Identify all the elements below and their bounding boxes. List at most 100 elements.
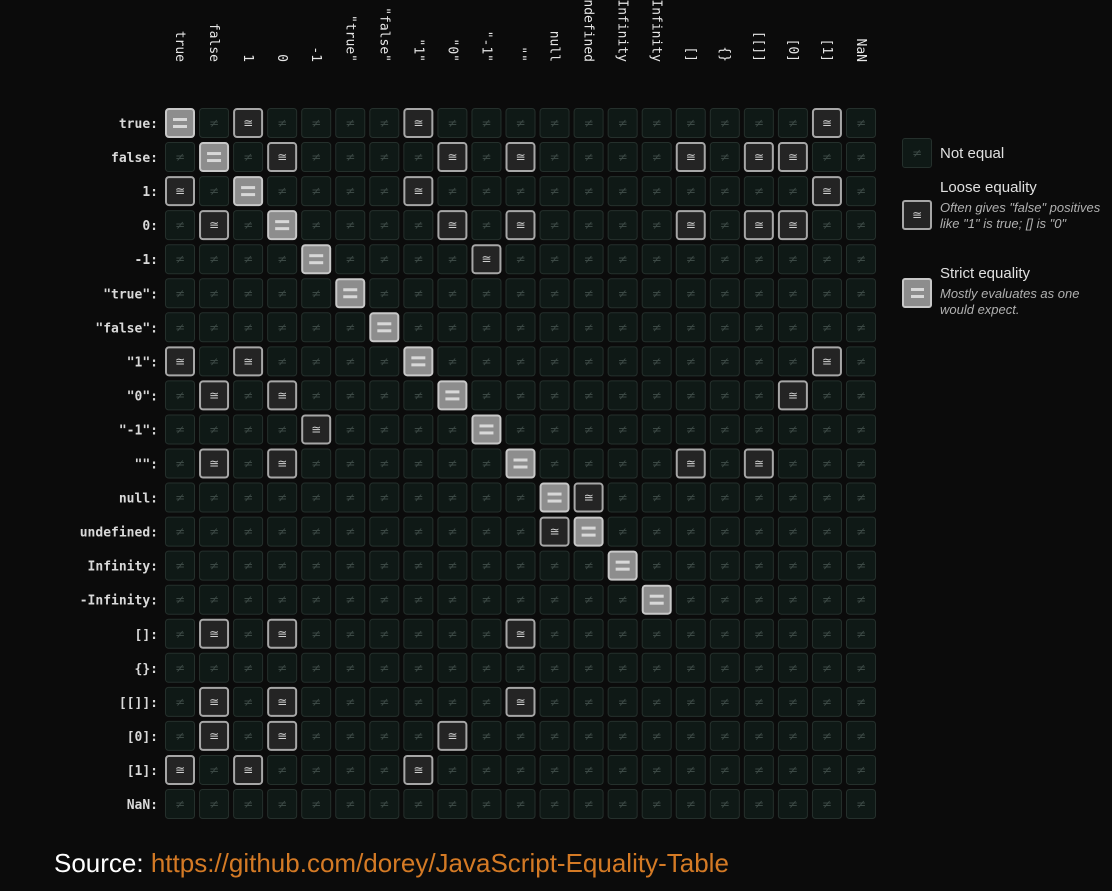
matrix-cell: ≠ bbox=[539, 550, 570, 581]
not-equal-icon: ≠ bbox=[720, 354, 730, 368]
not-equal-icon: ≠ bbox=[618, 422, 628, 436]
matrix-cell: ≠ bbox=[777, 516, 808, 547]
matrix-cell: ≠ bbox=[199, 346, 230, 377]
not-equal-icon: ≠ bbox=[481, 763, 491, 777]
matrix-cell: ≠ bbox=[573, 414, 604, 445]
not-equal-icon: ≠ bbox=[515, 354, 525, 368]
matrix-cell: ≠ bbox=[267, 176, 298, 207]
matrix-cell: ≠ bbox=[301, 278, 332, 309]
matrix-cell bbox=[403, 346, 434, 377]
matrix-cell: ≠ bbox=[743, 652, 774, 683]
matrix-cell: ≠ bbox=[709, 244, 740, 275]
not-equal-icon: ≠ bbox=[481, 559, 491, 573]
approx-equal-icon: ≅ bbox=[277, 457, 287, 471]
matrix-cell: ≠ bbox=[641, 686, 672, 717]
row-label: [0]: bbox=[127, 730, 158, 745]
not-equal-icon: ≠ bbox=[243, 593, 253, 607]
matrix-cell: ≠ bbox=[607, 346, 638, 377]
not-equal-icon: ≠ bbox=[515, 286, 525, 300]
not-equal-icon: ≠ bbox=[447, 695, 457, 709]
not-equal-icon: ≠ bbox=[754, 525, 764, 539]
matrix-cell bbox=[267, 210, 298, 241]
not-equal-icon: ≠ bbox=[550, 457, 560, 471]
matrix-cell: ≠ bbox=[165, 142, 195, 173]
matrix-cell: ≅ bbox=[403, 108, 434, 138]
matrix-cell: ≠ bbox=[267, 278, 298, 309]
equal-bars-icon bbox=[902, 278, 932, 308]
not-equal-icon: ≠ bbox=[550, 150, 560, 164]
matrix-cell: ≠ bbox=[846, 584, 876, 615]
matrix-cell: ≠ bbox=[641, 312, 672, 343]
not-equal-icon: ≠ bbox=[856, 184, 866, 198]
matrix-cell: ≠ bbox=[573, 584, 604, 615]
not-equal-icon: ≠ bbox=[550, 286, 560, 300]
not-equal-icon: ≠ bbox=[209, 593, 219, 607]
not-equal-icon: ≠ bbox=[413, 491, 423, 505]
not-equal-icon: ≠ bbox=[277, 593, 287, 607]
matrix-cell: ≠ bbox=[165, 244, 195, 275]
matrix-cell: ≠ bbox=[505, 550, 536, 581]
matrix-cell: ≠ bbox=[369, 482, 400, 513]
not-equal-icon: ≠ bbox=[175, 252, 185, 266]
not-equal-icon: ≠ bbox=[754, 695, 764, 709]
matrix-cell: ≠ bbox=[777, 448, 808, 479]
approx-equal-icon: ≅ bbox=[413, 184, 423, 198]
not-equal-icon: ≠ bbox=[413, 150, 423, 164]
matrix-cell bbox=[335, 278, 366, 309]
not-equal-icon: ≠ bbox=[175, 150, 185, 164]
matrix-cell: ≠ bbox=[777, 414, 808, 445]
matrix-cell bbox=[437, 380, 468, 411]
matrix-cell: ≠ bbox=[846, 108, 876, 138]
matrix-cell: ≅ bbox=[301, 414, 332, 445]
not-equal-icon: ≠ bbox=[652, 627, 662, 641]
matrix-cell: ≠ bbox=[437, 550, 468, 581]
not-equal-icon: ≠ bbox=[822, 797, 832, 811]
not-equal-icon: ≠ bbox=[822, 695, 832, 709]
matrix-cell: ≠ bbox=[675, 789, 706, 819]
matrix-cell: ≠ bbox=[165, 686, 195, 717]
approx-equal-icon: ≅ bbox=[243, 354, 253, 368]
matrix-cell: ≠ bbox=[743, 789, 774, 819]
not-equal-icon: ≠ bbox=[652, 559, 662, 573]
matrix-cell: ≠ bbox=[199, 789, 230, 819]
matrix-cell: ≠ bbox=[607, 108, 638, 138]
matrix-cell: ≠ bbox=[267, 789, 298, 819]
source-link[interactable]: https://github.com/dorey/JavaScript-Equa… bbox=[150, 848, 729, 878]
not-equal-icon: ≠ bbox=[618, 525, 628, 539]
not-equal-icon: ≠ bbox=[277, 763, 287, 777]
not-equal-icon: ≠ bbox=[481, 184, 491, 198]
matrix-cell: ≠ bbox=[199, 516, 230, 547]
not-equal-icon: ≠ bbox=[311, 559, 321, 573]
not-equal-icon: ≠ bbox=[243, 525, 253, 539]
not-equal-icon: ≠ bbox=[447, 184, 457, 198]
not-equal-icon: ≠ bbox=[379, 593, 389, 607]
matrix-cell bbox=[165, 108, 195, 138]
matrix-cell: ≠ bbox=[301, 108, 332, 138]
not-equal-icon: ≠ bbox=[856, 491, 866, 505]
not-equal-icon: ≠ bbox=[277, 286, 287, 300]
matrix-cell: ≅ bbox=[777, 210, 808, 241]
not-equal-icon: ≠ bbox=[550, 797, 560, 811]
not-equal-icon: ≠ bbox=[413, 797, 423, 811]
not-equal-icon: ≠ bbox=[822, 525, 832, 539]
matrix-cell bbox=[505, 448, 536, 479]
matrix-cell: ≅ bbox=[505, 142, 536, 173]
matrix-cell: ≠ bbox=[846, 720, 876, 751]
not-equal-icon: ≠ bbox=[175, 627, 185, 641]
matrix-cell: ≠ bbox=[777, 108, 808, 138]
matrix-cell: ≠ bbox=[505, 516, 536, 547]
not-equal-icon: ≠ bbox=[345, 729, 355, 743]
matrix-cell: ≠ bbox=[233, 618, 264, 649]
not-equal-icon: ≠ bbox=[720, 150, 730, 164]
not-equal-icon: ≠ bbox=[822, 661, 832, 675]
not-equal-icon: ≠ bbox=[209, 252, 219, 266]
not-equal-icon: ≠ bbox=[515, 763, 525, 777]
matrix-cell: ≠ bbox=[709, 550, 740, 581]
not-equal-icon: ≠ bbox=[175, 422, 185, 436]
matrix-cell: ≠ bbox=[403, 584, 434, 615]
not-equal-icon: ≠ bbox=[754, 422, 764, 436]
matrix-cell: ≠ bbox=[709, 516, 740, 547]
not-equal-icon: ≠ bbox=[550, 661, 560, 675]
not-equal-icon: ≠ bbox=[175, 559, 185, 573]
not-equal-icon: ≠ bbox=[209, 559, 219, 573]
